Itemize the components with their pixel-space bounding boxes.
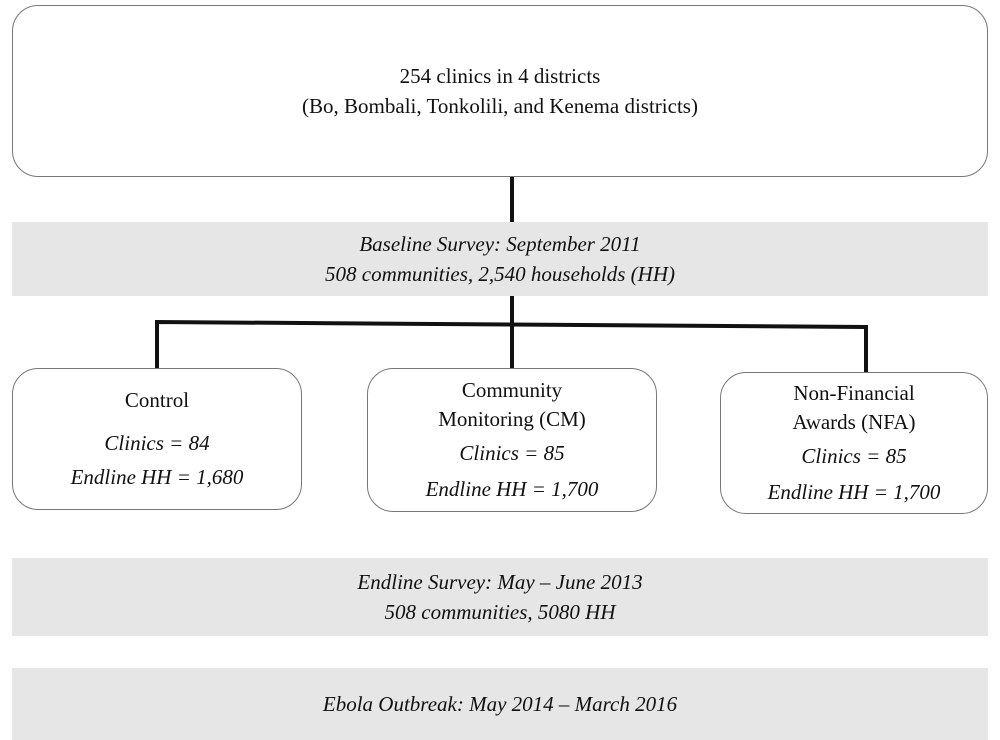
text: Ebola Outbreak: May 2014 – March 2016 (322, 691, 678, 716)
text: Endline Survey: May – June 2013 (357, 569, 643, 594)
text: 508 communities, 5080 HH (384, 600, 616, 624)
text: Endline HH = 1,680 (70, 464, 244, 489)
arm-box: Control Clinics = 84 Endline HH = 1,680 (12, 368, 302, 510)
text: Baseline Survey: September 2011 (359, 231, 641, 256)
text: Clinics = 84 (104, 431, 210, 456)
text: Clinics = 85 (459, 441, 565, 465)
arm-title: Monitoring (CM) (438, 406, 586, 431)
arm-title: Community (461, 378, 563, 403)
arm-title: Control (124, 387, 190, 412)
text: Clinics = 85 (801, 444, 907, 468)
ebola-band: Ebola Outbreak: May 2014 – March 2016 (12, 668, 988, 740)
arm-title: Awards (NFA) (792, 409, 916, 434)
text: (Bo, Bombali, Tonkolili, and Kenema dist… (302, 94, 698, 118)
baseline-band: Baseline Survey: September 2011 508 comm… (12, 222, 988, 296)
connector (155, 319, 868, 372)
arm-box: Community Monitoring (CM) Clinics = 85 E… (367, 368, 657, 512)
top-box: 254 clinics in 4 districts (Bo, Bombali,… (12, 5, 988, 177)
endline-band: Endline Survey: May – June 2013 508 comm… (12, 558, 988, 636)
text: Endline HH = 1,700 (767, 480, 941, 505)
text: 254 clinics in 4 districts (399, 63, 601, 88)
arm-box: Non-Financial Awards (NFA) Clinics = 85 … (720, 372, 988, 514)
text: Endline HH = 1,700 (425, 477, 599, 502)
arm-title: Non-Financial (793, 381, 915, 406)
text: 508 communities, 2,540 households (HH) (325, 262, 675, 286)
